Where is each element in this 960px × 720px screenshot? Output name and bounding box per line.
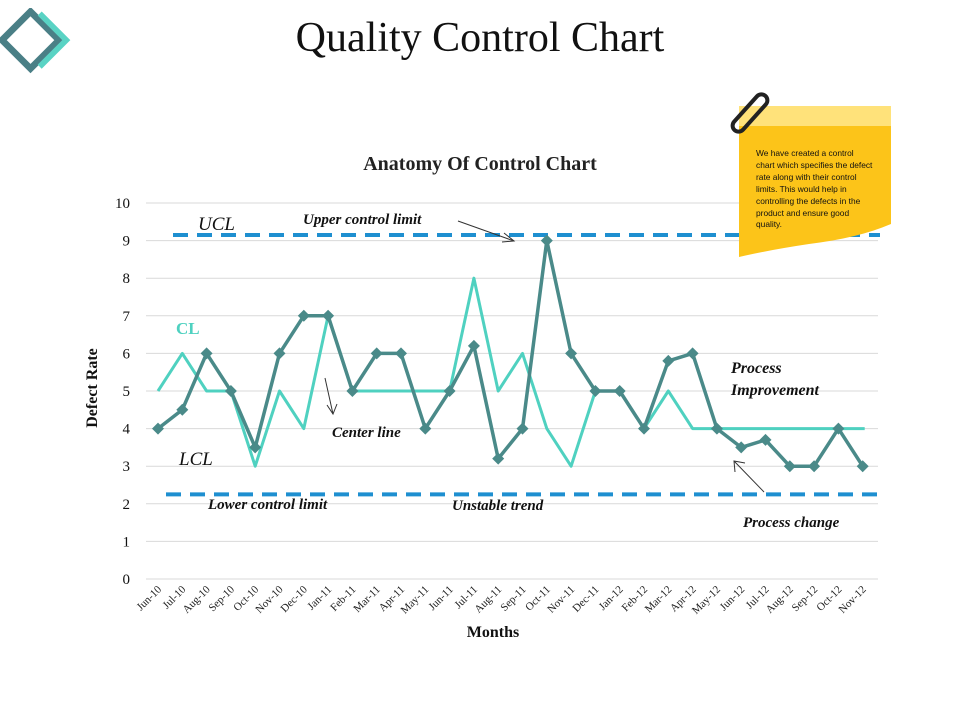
center-line-arrowhead xyxy=(326,403,338,416)
data-point-mar-12 xyxy=(662,354,675,367)
process-change-arrow xyxy=(733,460,765,493)
upper-limit-annotation: Upper control limit xyxy=(303,212,422,228)
data-point-jul-11 xyxy=(467,339,480,352)
x-tick-label: Aug-11 xyxy=(472,584,504,616)
lower-limit-annotation: Lower control limit xyxy=(207,497,328,513)
x-tick-label: Aug-10 xyxy=(180,583,213,616)
y-tick-label: 3 xyxy=(123,459,131,475)
data-point-sep-12 xyxy=(808,460,821,473)
center-line-series xyxy=(156,276,865,468)
y-tick-label: 7 xyxy=(123,309,131,325)
x-tick-labels: Jun-10Jul-10Aug-10Sep-10Oct-10Nov-10Dec-… xyxy=(134,583,868,616)
data-point-sep-11 xyxy=(516,422,529,435)
x-tick-label: Sep-10 xyxy=(206,583,237,614)
y-tick-label: 6 xyxy=(123,346,131,362)
chart-title: Anatomy Of Control Chart xyxy=(363,153,597,175)
data-point-feb-11 xyxy=(346,385,359,397)
x-axis-label: Months xyxy=(467,624,519,641)
x-tick-label: Mar-12 xyxy=(643,584,675,616)
lcl-label: LCL xyxy=(178,449,213,470)
process-improvement-annotation-line2: Improvement xyxy=(730,382,820,399)
data-point-dec-11 xyxy=(589,385,602,397)
data-point-oct-10 xyxy=(249,441,262,454)
data-point-nov-10 xyxy=(273,347,286,360)
data-point-jul-12 xyxy=(759,433,772,446)
sticky-note xyxy=(739,106,891,257)
y-tick-label: 5 xyxy=(123,384,131,400)
data-point-aug-10 xyxy=(200,347,213,360)
y-axis-label: Defect Rate xyxy=(84,348,101,428)
y-tick-label: 2 xyxy=(123,497,131,513)
x-tick-label: Sep-11 xyxy=(498,584,528,614)
data-point-may-11 xyxy=(419,422,432,435)
y-tick-label: 1 xyxy=(123,534,131,550)
data-point-aug-12 xyxy=(783,460,796,473)
y-tick-label: 9 xyxy=(123,234,131,250)
x-tick-label: Jun-11 xyxy=(426,584,455,613)
defect-rate-markers xyxy=(152,234,869,473)
page-title: Quality Control Chart xyxy=(295,15,665,61)
y-tick-label: 10 xyxy=(115,196,130,212)
x-tick-label: Sep-12 xyxy=(790,584,821,615)
diamond-logo-icon xyxy=(0,8,71,74)
data-point-may-12 xyxy=(710,422,723,435)
data-point-dec-10 xyxy=(297,309,310,322)
x-tick-label: Nov-12 xyxy=(837,584,869,616)
cl-label: CL xyxy=(176,319,200,338)
paperclip-icon xyxy=(730,92,770,134)
x-tick-label: Jun-10 xyxy=(134,583,164,613)
center-line-annotation: Center line xyxy=(332,425,401,441)
data-point-jun-11 xyxy=(443,385,456,397)
sticky-note-text: We have created a control chart which sp… xyxy=(756,148,873,230)
y-tick-label: 0 xyxy=(123,572,131,588)
x-tick-label: Mar-11 xyxy=(351,584,382,615)
ucl-label: UCL xyxy=(198,214,235,235)
x-tick-label: Nov-11 xyxy=(545,584,577,616)
data-point-jan-11 xyxy=(322,309,335,322)
data-point-aug-11 xyxy=(492,452,505,465)
upper-limit-arrow xyxy=(457,220,515,242)
data-point-jun-10 xyxy=(152,422,164,435)
upper-limit-arrowhead xyxy=(501,232,516,243)
x-tick-label: Dec-11 xyxy=(570,584,601,615)
data-point-feb-12 xyxy=(638,422,650,435)
unstable-trend-annotation: Unstable trend xyxy=(452,498,544,514)
x-tick-label: Nov-10 xyxy=(253,583,286,616)
data-point-oct-12 xyxy=(832,422,845,435)
process-change-annotation: Process change xyxy=(743,515,840,531)
data-point-jun-12 xyxy=(735,441,748,454)
x-tick-label: Aug-12 xyxy=(764,584,796,616)
x-tick-label: Dec-10 xyxy=(279,583,311,615)
process-change-arrowhead xyxy=(733,460,746,473)
data-point-jan-12 xyxy=(613,385,626,397)
y-tick-label: 8 xyxy=(123,271,131,287)
center-line-arrow xyxy=(324,377,334,415)
data-point-nov-12 xyxy=(856,460,869,473)
x-tick-label: Jun-12 xyxy=(718,584,748,614)
data-point-jul-10 xyxy=(176,403,189,416)
y-tick-label: 4 xyxy=(123,422,131,438)
data-point-sep-10 xyxy=(224,385,237,397)
process-improvement-annotation-line1: Process xyxy=(730,360,782,377)
data-point-nov-11 xyxy=(565,347,578,360)
data-point-apr-12 xyxy=(686,347,699,360)
data-point-mar-11 xyxy=(370,347,383,360)
data-point-oct-11 xyxy=(540,234,553,247)
data-point-apr-11 xyxy=(395,347,407,360)
y-tick-labels: 0 1 2 3 4 5 6 7 8 9 10 xyxy=(115,196,131,588)
